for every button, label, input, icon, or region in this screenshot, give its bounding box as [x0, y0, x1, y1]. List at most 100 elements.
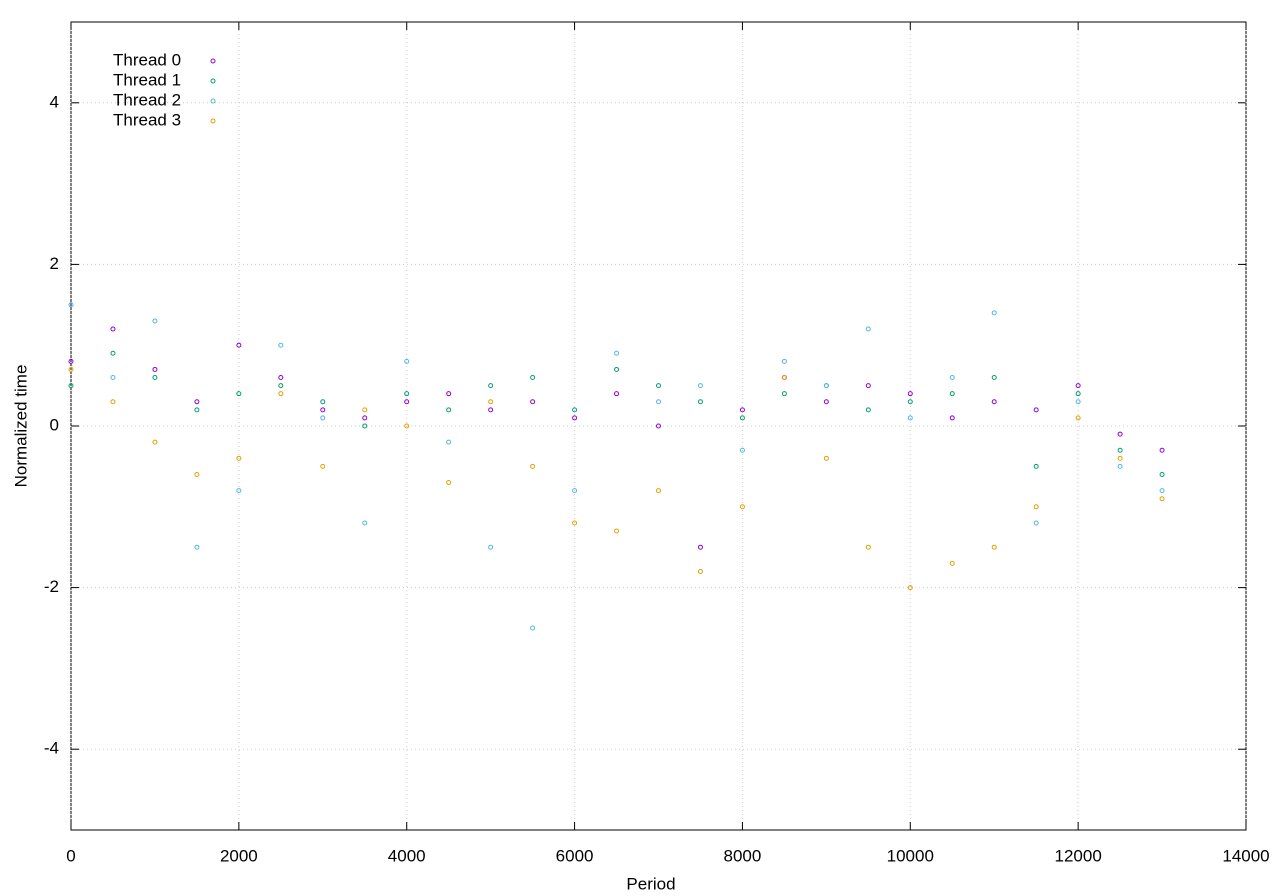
point — [1075, 383, 1081, 389]
point — [278, 375, 284, 381]
legend-marker — [210, 58, 216, 64]
point — [739, 447, 745, 453]
point — [1033, 504, 1039, 510]
point — [278, 391, 284, 397]
point — [949, 391, 955, 397]
point — [320, 463, 326, 469]
point — [446, 391, 452, 397]
point — [1117, 431, 1123, 437]
point — [68, 302, 74, 308]
point — [530, 463, 536, 469]
point — [278, 342, 284, 348]
point — [1033, 463, 1039, 469]
point — [572, 415, 578, 421]
point — [530, 625, 536, 631]
x-tick-label: 0 — [66, 846, 75, 865]
legend-label: Thread 3 — [113, 110, 181, 129]
point — [488, 544, 494, 550]
point — [991, 375, 997, 381]
point — [530, 375, 536, 381]
point — [320, 407, 326, 413]
point — [907, 399, 913, 405]
point — [865, 326, 871, 332]
point — [110, 399, 116, 405]
point — [110, 375, 116, 381]
point — [781, 358, 787, 364]
point — [949, 415, 955, 421]
point — [991, 310, 997, 316]
point — [614, 528, 620, 534]
point — [236, 342, 242, 348]
point — [781, 375, 787, 381]
legend-label: Thread 1 — [113, 70, 181, 89]
point — [488, 399, 494, 405]
point — [907, 415, 913, 421]
point — [236, 488, 242, 494]
point — [446, 439, 452, 445]
point — [1159, 496, 1165, 502]
point — [446, 407, 452, 413]
x-tick-label: 6000 — [556, 846, 594, 865]
point — [697, 544, 703, 550]
x-tick-label: 14000 — [1222, 846, 1269, 865]
point — [1117, 463, 1123, 469]
legend-marker — [210, 78, 216, 84]
point — [1033, 520, 1039, 526]
point — [320, 399, 326, 405]
point — [823, 399, 829, 405]
point — [362, 415, 368, 421]
point — [739, 415, 745, 421]
point — [572, 407, 578, 413]
point — [68, 383, 74, 389]
point — [1075, 399, 1081, 405]
point — [991, 399, 997, 405]
point — [68, 358, 74, 364]
point — [194, 399, 200, 405]
y-tick-label: -4 — [44, 739, 59, 758]
point — [1159, 488, 1165, 494]
point — [236, 455, 242, 461]
point — [823, 455, 829, 461]
point — [152, 366, 158, 372]
point — [823, 383, 829, 389]
point — [1159, 447, 1165, 453]
point — [656, 399, 661, 405]
point — [152, 375, 158, 381]
x-tick-label: 2000 — [220, 846, 258, 865]
point — [697, 383, 703, 389]
point — [739, 504, 745, 510]
y-tick-label: -2 — [44, 577, 59, 596]
point — [865, 544, 871, 550]
point — [236, 391, 242, 397]
point — [278, 383, 284, 389]
point — [572, 488, 578, 494]
point — [488, 383, 494, 389]
point — [152, 318, 158, 324]
legend-marker — [210, 118, 216, 124]
point — [572, 520, 578, 526]
x-tick-label: 4000 — [388, 846, 426, 865]
point — [404, 391, 410, 397]
point — [697, 399, 703, 405]
point — [320, 415, 326, 421]
point — [865, 383, 871, 389]
point — [907, 585, 913, 591]
point — [614, 350, 620, 356]
point — [110, 350, 116, 356]
point — [1033, 407, 1039, 413]
point — [404, 399, 410, 405]
y-tick-label: 0 — [50, 415, 59, 434]
point — [739, 407, 745, 413]
point — [1075, 391, 1081, 397]
point — [1117, 455, 1123, 461]
point — [949, 375, 955, 381]
point — [1075, 415, 1081, 421]
point — [907, 391, 913, 397]
point — [362, 520, 368, 526]
point — [110, 326, 116, 332]
point — [1159, 471, 1165, 477]
point — [697, 568, 703, 574]
point — [1117, 447, 1123, 453]
point — [194, 407, 200, 413]
